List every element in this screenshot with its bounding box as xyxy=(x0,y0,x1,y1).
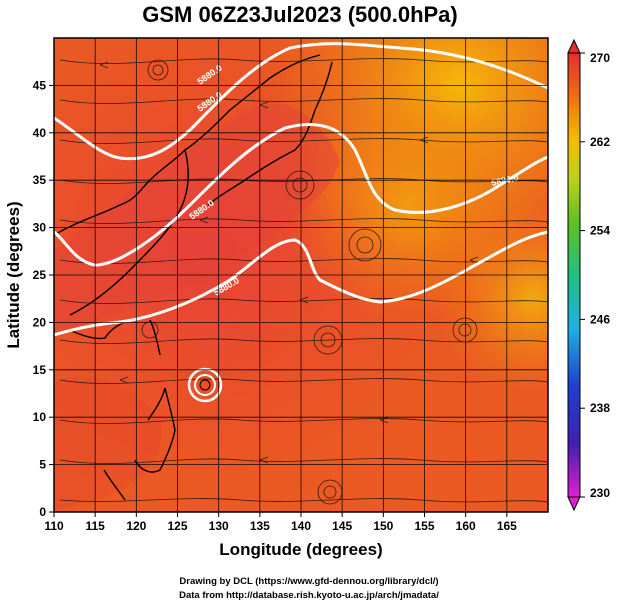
y-tick-label: 15 xyxy=(33,363,47,377)
x-tick-label: 135 xyxy=(250,519,270,533)
x-tick-label: 110 xyxy=(44,519,64,533)
y-tick-label: 20 xyxy=(33,315,47,329)
colorbar: 230 238 246 254 262 270 xyxy=(567,38,610,512)
y-tick-label: 25 xyxy=(33,268,47,282)
y-tick-label: 40 xyxy=(33,126,47,140)
typhoon-center xyxy=(187,367,223,403)
y-tick-label: 45 xyxy=(33,78,47,92)
map-title: GSM 06Z23Jul2023 (500.0hPa) xyxy=(142,2,458,27)
colorbar-tick-label: 254 xyxy=(590,224,610,238)
coastlines xyxy=(54,54,333,501)
y-tick-label: 30 xyxy=(33,221,47,235)
grid-lines xyxy=(54,38,548,512)
x-tick-label: 140 xyxy=(291,519,311,533)
x-tick-label: 115 xyxy=(85,519,105,533)
y-tick-label: 0 xyxy=(39,505,46,519)
x-axis-label: Longitude (degrees) xyxy=(219,540,382,559)
y-tick-label: 10 xyxy=(33,410,47,424)
colorbar-tick-label: 230 xyxy=(590,486,610,500)
x-tick-label: 125 xyxy=(167,519,187,533)
credit-line-2: Data from http://database.rish.kyoto-u.a… xyxy=(179,590,439,601)
x-tick-label: 155 xyxy=(414,519,434,533)
plot-area: 5880.0 5880.0 5880.0 5880.0 5880.0 xyxy=(54,38,548,512)
y-tick-label: 5 xyxy=(39,458,46,472)
colorbar-tick-label: 246 xyxy=(590,312,610,326)
contour-5880 xyxy=(54,42,548,337)
x-tick-label: 120 xyxy=(126,519,146,533)
colorbar-tick-label: 262 xyxy=(590,135,610,149)
x-tick-label: 145 xyxy=(332,519,352,533)
x-tick-label: 165 xyxy=(497,519,517,533)
x-tick-label: 150 xyxy=(373,519,393,533)
colorbar-tick-label: 238 xyxy=(590,401,610,415)
x-axis: 110 115 120 125 130 135 140 145 150 155 160 165 xyxy=(44,512,517,533)
credit-line-1: Drawing by DCL (https://www.gfd-dennou.o… xyxy=(179,576,438,587)
y-axis: 0 5 10 15 20 25 30 35 40 45 xyxy=(33,78,54,519)
y-axis-label: Latitude (degrees) xyxy=(4,201,23,348)
y-tick-label: 35 xyxy=(33,173,47,187)
streamlines xyxy=(59,58,548,505)
x-tick-label: 160 xyxy=(456,519,476,533)
colorbar-tick-label: 270 xyxy=(590,51,610,65)
x-tick-label: 130 xyxy=(209,519,229,533)
